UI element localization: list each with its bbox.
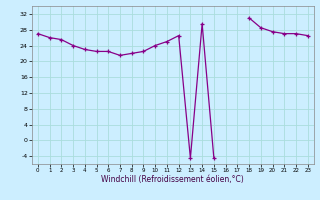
X-axis label: Windchill (Refroidissement éolien,°C): Windchill (Refroidissement éolien,°C): [101, 175, 244, 184]
